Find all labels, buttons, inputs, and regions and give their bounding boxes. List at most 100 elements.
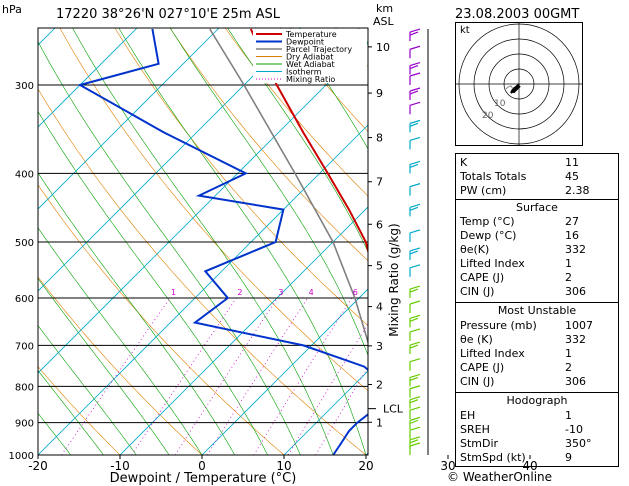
dry-adiabat-line [38, 184, 285, 455]
table-row: K 11 [456, 156, 618, 170]
isotherm-line [38, 124, 368, 455]
mixing-ratio-label: 4 [309, 288, 314, 297]
dry-adiabat-line [224, 28, 368, 197]
km-tick-label: 2 [376, 378, 383, 391]
isotherm-line [283, 370, 368, 455]
wet-adiabat-line [38, 40, 301, 455]
index-label: θe (K) [460, 333, 493, 346]
index-value: 332 [565, 243, 586, 256]
wet-adiabat-line [169, 28, 368, 357]
asl-unit-label: ASL [373, 15, 394, 28]
dry-adiabat-line [169, 28, 368, 262]
hodograph-ring-label-2: 20 [482, 111, 494, 121]
table-row: Lifted Index 1 [456, 347, 618, 361]
index-value: 11 [565, 156, 579, 169]
table-row: PW (cm) 2.38 [456, 184, 618, 198]
wind-barb [409, 416, 421, 430]
km-tick-label: 6 [376, 218, 383, 231]
dry-adiabat-line [38, 88, 367, 455]
wind-barb [409, 247, 421, 260]
wet-adiabat-line [38, 110, 268, 455]
temperature-profile [249, 28, 368, 255]
dry-adiabat-line [38, 366, 121, 455]
dry-adiabat-line [59, 28, 368, 392]
index-value: 1 [565, 347, 572, 360]
wind-barb [409, 136, 421, 150]
index-value: 16 [565, 229, 579, 242]
table-row: Temp (°C) 27 [456, 215, 618, 229]
mixing-ratio-label: 3 [278, 288, 283, 297]
index-value: 1 [565, 409, 572, 422]
pressure-tick-label: 900 [15, 419, 34, 430]
km-tick-label: 3 [376, 340, 383, 353]
index-label: StmSpd (kt) [460, 451, 526, 464]
index-value: 332 [565, 333, 586, 346]
index-label: Dewp (°C) [460, 229, 517, 242]
table-row: SREH -10 [456, 423, 618, 437]
wind-barb [409, 396, 421, 409]
mixing-ratio-label: 2 [237, 288, 242, 297]
wind-barb [409, 28, 421, 42]
stability-indices-table: K 11 Totals Totals 45 PW (cm) 2.38 Surface … [455, 153, 619, 467]
pressure-tick-label: 300 [15, 81, 34, 92]
km-tick-label: 4 [376, 301, 383, 314]
isotherm-line [201, 288, 368, 455]
index-label: Totals Totals [460, 170, 527, 183]
wind-barb [409, 87, 421, 100]
wet-adiabat-line [38, 227, 203, 455]
km-tick-label: 10 [376, 41, 390, 54]
wind-barb [409, 72, 421, 85]
hodograph-section-title: Hodograph [456, 392, 618, 408]
legend-entry: Temperature [285, 30, 337, 39]
wind-barb [409, 203, 421, 217]
table-row: θe(K) 332 [456, 243, 618, 257]
wet-adiabat-line [290, 28, 368, 150]
wind-barb [409, 300, 421, 314]
wet-adiabat-line [38, 369, 104, 455]
temperature-tick-label: -10 [110, 459, 130, 473]
hpa-unit-label: hPa [2, 3, 22, 16]
legend-entry: Dry Adiabat [286, 53, 333, 62]
wet-adiabat-line [38, 412, 72, 455]
mixing-ratio-line [61, 297, 171, 455]
lcl-label: LCL [383, 403, 404, 416]
wet-adiabat-line [38, 172, 236, 455]
weatheronline-credit[interactable]: © WeatherOnline [447, 470, 553, 484]
mixing-ratio-label: 1 [171, 288, 176, 297]
index-label: Lifted Index [460, 347, 525, 360]
index-label: CIN (J) [460, 375, 495, 388]
index-value: -10 [565, 423, 583, 436]
index-value: 27 [565, 215, 579, 228]
temperature-tick-label: 10 [276, 459, 291, 473]
pressure-tick-label: 800 [15, 382, 34, 393]
pressure-tick-label: 700 [15, 341, 34, 352]
wind-barb [409, 385, 421, 398]
km-tick-label: 9 [376, 87, 383, 100]
wet-adiabat-line [227, 28, 368, 253]
wet-adiabat-line [118, 28, 367, 455]
wet-adiabat-line [38, 325, 137, 455]
wind-barb [409, 45, 421, 59]
temperature-tick-label: -20 [28, 459, 48, 473]
wind-barb [409, 62, 421, 75]
wind-barb [409, 264, 421, 277]
hodograph-panel: kt 10 20 [455, 22, 583, 146]
wind-barb [409, 442, 421, 455]
legend-entry: Wet Adiabat [286, 60, 335, 69]
table-row: CIN (J) 306 [456, 285, 618, 299]
km-tick-label: 1 [376, 416, 383, 429]
dry-adiabat-line [38, 276, 203, 455]
index-label: EH [460, 409, 476, 422]
km-tick-label: 8 [376, 132, 383, 145]
legend-entry: Mixing Ratio [286, 75, 335, 84]
table-row: Pressure (mb) 1007 [456, 319, 618, 333]
wind-barb [409, 341, 421, 355]
station-info: 17220 38°26'N 027°10'E 25m ASL [56, 7, 281, 22]
table-row: Totals Totals 45 [456, 170, 618, 184]
legend-entry: Dewpoint [286, 38, 324, 47]
wet-adiabat-line [38, 277, 170, 455]
table-row: CIN (J) 306 [456, 375, 618, 389]
index-value: 306 [565, 375, 586, 388]
index-label: CAPE (J) [460, 361, 505, 374]
